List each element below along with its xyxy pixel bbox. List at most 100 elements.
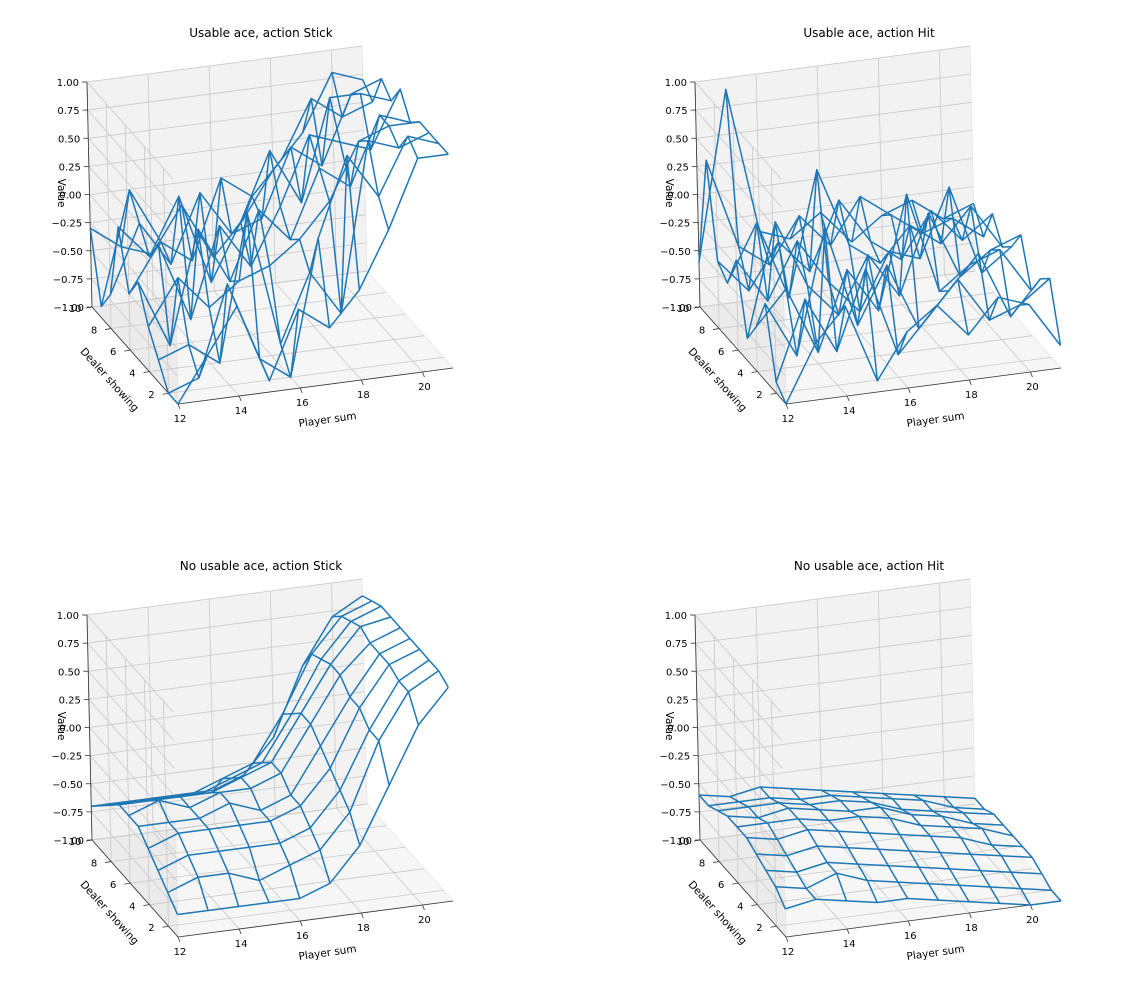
y-tick-label: 4 <box>129 369 135 380</box>
x-tick-mark <box>968 912 972 919</box>
wire-line-x16 <box>212 177 300 378</box>
x-tick-label: 18 <box>357 923 370 934</box>
y-tick-label: 2 <box>148 923 154 934</box>
wire-line-y6 <box>128 627 401 817</box>
z-axis-label: Value <box>55 712 67 741</box>
wire-line-x21 <box>362 595 449 688</box>
gridline-y <box>757 335 1033 373</box>
z-tick-label: −0.25 <box>51 219 82 230</box>
x-tick-mark <box>846 928 850 935</box>
wire-line-y1 <box>785 296 1062 405</box>
y-tick-label: 10 <box>69 304 82 315</box>
y-tick-mark <box>143 904 150 907</box>
wire-line-y3 <box>157 659 430 872</box>
gridline-y <box>130 846 406 884</box>
wire-line-x18 <box>881 212 970 336</box>
z-tick-label: 1.00 <box>665 611 687 622</box>
chart-panel-3: 12 14 16 18 20 2 4 6 8 10 1.00 0.75 0.50 0.25 0.00 −0.2… <box>51 559 454 963</box>
z-tick-label: 1.00 <box>57 78 79 89</box>
wire-line-y6 <box>128 88 401 321</box>
wire-line-x17 <box>851 791 940 901</box>
x-tick-mark <box>299 920 303 927</box>
y-tick-label: 8 <box>91 859 97 870</box>
y-tick-mark <box>713 861 720 863</box>
gridline-x <box>883 282 970 381</box>
gridline-x <box>336 807 423 906</box>
wire-line-x17 <box>243 761 331 884</box>
z-tick-label: 0.75 <box>57 639 79 650</box>
wire-line-y1 <box>785 897 1062 910</box>
y-tick-label: 2 <box>756 923 762 934</box>
x-tick-label: 20 <box>418 382 431 393</box>
y-tick-mark <box>751 904 758 907</box>
wire-line-y4 <box>147 648 420 850</box>
x-tick-label: 14 <box>235 939 248 950</box>
x-tick-mark <box>238 928 242 935</box>
z-tick-label: 0.50 <box>58 667 80 678</box>
y-tick-mark <box>770 392 777 395</box>
z-tick-label: 0.00 <box>667 724 689 735</box>
x-tick-label: 14 <box>235 406 248 417</box>
z-tick-label: 0.50 <box>666 667 688 678</box>
wire-line-x18 <box>272 712 361 846</box>
y-tick-mark <box>124 882 131 885</box>
wire-line-y10 <box>89 71 363 259</box>
y-axis-line <box>91 839 179 938</box>
z-axis-label: Value <box>663 179 675 208</box>
wire-line-y9 <box>708 794 985 810</box>
y-tick-label: 8 <box>91 326 97 337</box>
x-tick-mark <box>846 395 850 402</box>
wire-line-y4 <box>756 845 1033 859</box>
z-tick-label: 0.25 <box>667 162 689 173</box>
y-tick-label: 2 <box>756 390 762 401</box>
y-tick-label: 8 <box>699 859 705 870</box>
x-axis-line <box>177 900 454 938</box>
x-tick-label: 20 <box>1026 382 1039 393</box>
x-tick-label: 12 <box>782 414 795 425</box>
x-tick-mark <box>907 387 911 394</box>
y-tick-mark <box>751 371 758 374</box>
wire-line-y10 <box>698 786 975 800</box>
z-tick-label: 1.00 <box>665 78 687 89</box>
y-tick-mark <box>732 349 739 352</box>
gridline-y <box>757 868 1033 906</box>
wire-line-x21 <box>362 78 449 155</box>
x-tick-label: 16 <box>296 398 309 409</box>
wire-line-x20 <box>943 205 1029 318</box>
wire-line-y9 <box>705 160 984 266</box>
wire-line-x17 <box>242 149 331 328</box>
z-tick-label: −0.50 <box>52 780 83 791</box>
y-tick-label: 10 <box>677 837 690 848</box>
y-tick-mark <box>143 371 150 374</box>
wireframe <box>89 71 449 405</box>
x-tick-mark <box>360 379 364 386</box>
z-tick-label: −0.50 <box>660 247 691 258</box>
wire-line-x20 <box>943 796 1032 906</box>
z-tick-label: 0.75 <box>57 106 79 117</box>
y-tick-mark <box>770 925 777 928</box>
x-axis-label: Player sum <box>906 943 965 963</box>
wire-line-x14 <box>151 195 238 364</box>
z-tick-label: 0.75 <box>665 106 687 117</box>
z-tick-label: 0.50 <box>666 134 688 145</box>
wire-line-x18 <box>882 792 970 903</box>
wireframe <box>698 88 1062 405</box>
x-tick-mark <box>785 403 789 410</box>
wire-line-y5 <box>746 828 1023 848</box>
gridline-x <box>275 282 362 381</box>
wireframe <box>91 595 449 916</box>
wire-line-x21 <box>972 203 1062 346</box>
wire-line-x12 <box>91 804 179 915</box>
z-tick-label: 0.75 <box>665 639 687 650</box>
wire-line-y3 <box>158 132 430 364</box>
y-tick-label: 6 <box>718 347 724 358</box>
y-tick-label: 6 <box>110 347 116 358</box>
x-tick-mark <box>785 936 789 943</box>
gridline-x <box>821 823 909 922</box>
wire-line-y5 <box>138 637 411 828</box>
z-tick-label: 0.50 <box>58 134 80 145</box>
gridline-y <box>168 889 444 927</box>
wire-line-y2 <box>167 670 440 894</box>
y-tick-label: 4 <box>129 902 135 913</box>
